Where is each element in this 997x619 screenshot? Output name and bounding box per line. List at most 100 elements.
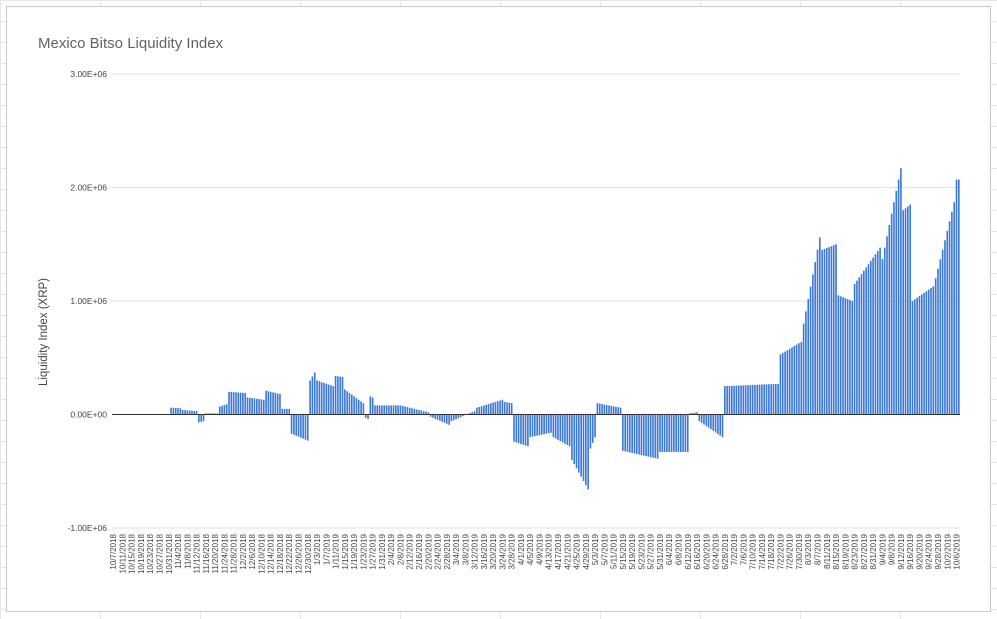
bar xyxy=(522,414,525,445)
bar xyxy=(174,407,177,415)
x-tick-label: 12/6/2018 xyxy=(248,533,257,569)
bar xyxy=(235,392,237,415)
x-tick-label: 4/29/2019 xyxy=(582,533,591,569)
bar xyxy=(552,414,555,438)
bar xyxy=(617,407,620,415)
bar xyxy=(608,405,610,415)
bar xyxy=(812,274,814,415)
bar xyxy=(932,286,935,415)
bar xyxy=(390,405,392,415)
bar xyxy=(330,385,332,415)
bar xyxy=(587,414,589,490)
bar xyxy=(244,392,247,415)
bar xyxy=(545,414,548,434)
bar xyxy=(320,382,323,415)
x-tick-label: 11/20/2018 xyxy=(211,533,220,573)
bar xyxy=(223,405,226,415)
bar xyxy=(686,414,689,452)
x-tick-label: 3/24/2019 xyxy=(498,533,507,569)
bar xyxy=(265,390,267,415)
bar xyxy=(193,410,196,415)
bar xyxy=(869,260,872,415)
bar xyxy=(300,414,302,438)
bar xyxy=(327,384,330,415)
bar xyxy=(543,414,545,435)
bar xyxy=(712,414,715,431)
bar xyxy=(645,414,647,457)
bar xyxy=(211,413,214,415)
bar xyxy=(661,414,664,452)
x-tick-label: 1/27/2019 xyxy=(369,533,378,569)
bar xyxy=(603,404,606,415)
bar xyxy=(918,296,921,415)
x-tick-label: 2/8/2019 xyxy=(396,533,405,565)
bar xyxy=(700,414,703,423)
x-tick-label: 2/12/2019 xyxy=(406,533,415,569)
bar xyxy=(807,299,810,415)
bar xyxy=(856,280,858,415)
x-tick-label: 1/7/2019 xyxy=(322,533,331,565)
x-tick-label: 6/16/2019 xyxy=(693,533,702,569)
bar xyxy=(858,277,861,415)
bar xyxy=(378,405,381,415)
bar xyxy=(951,211,953,415)
bar xyxy=(749,385,752,415)
bar xyxy=(879,247,881,415)
bar xyxy=(295,414,298,436)
x-tick-label: 6/28/2019 xyxy=(721,533,730,569)
x-tick-label: 4/25/2019 xyxy=(573,533,582,569)
bar xyxy=(800,341,803,415)
bar xyxy=(754,384,756,415)
bar xyxy=(756,384,759,415)
bar xyxy=(448,414,450,425)
x-tick-label: 2/24/2019 xyxy=(434,533,443,569)
bar xyxy=(286,408,288,415)
bar xyxy=(230,391,233,415)
x-tick-label: 11/28/2018 xyxy=(230,533,239,573)
x-tick-label: 8/23/2019 xyxy=(851,533,860,569)
bar xyxy=(828,247,830,415)
bar xyxy=(369,396,372,415)
bar xyxy=(747,385,749,415)
bar xyxy=(580,414,582,477)
bar xyxy=(290,414,293,434)
bar xyxy=(492,402,494,415)
x-tick-label: 7/30/2019 xyxy=(795,533,804,569)
bar xyxy=(714,414,717,433)
bar xyxy=(897,179,900,415)
bar xyxy=(835,244,837,415)
bar xyxy=(751,384,754,415)
bar xyxy=(853,283,856,415)
x-tick-label: 7/6/2019 xyxy=(739,533,748,565)
bar xyxy=(267,391,270,415)
bar xyxy=(413,408,416,415)
bar xyxy=(902,210,905,415)
bar xyxy=(362,403,365,415)
bar xyxy=(325,383,328,415)
x-tick-label: 12/26/2018 xyxy=(295,533,304,574)
bar xyxy=(566,414,569,445)
bar xyxy=(684,414,687,452)
bar xyxy=(860,274,863,415)
bar xyxy=(888,224,891,415)
bar xyxy=(341,377,344,415)
bar xyxy=(184,410,186,415)
bar xyxy=(188,410,191,415)
bar xyxy=(953,202,956,415)
bar xyxy=(737,385,740,415)
x-tick-label: 2/20/2019 xyxy=(424,533,433,569)
x-tick-label: 4/9/2019 xyxy=(535,533,544,565)
bar xyxy=(742,385,745,415)
bar xyxy=(232,392,235,415)
bar xyxy=(520,414,522,445)
bar xyxy=(598,403,601,415)
x-tick-label: 12/2/2018 xyxy=(239,533,248,569)
bar xyxy=(851,301,854,415)
bar xyxy=(209,413,212,415)
bar xyxy=(425,411,427,415)
bar xyxy=(323,382,325,415)
x-tick-label: 6/24/2019 xyxy=(712,533,721,569)
y-tick-label: 0.00E+00 xyxy=(70,410,107,420)
bar xyxy=(763,384,766,415)
bar xyxy=(346,391,348,415)
